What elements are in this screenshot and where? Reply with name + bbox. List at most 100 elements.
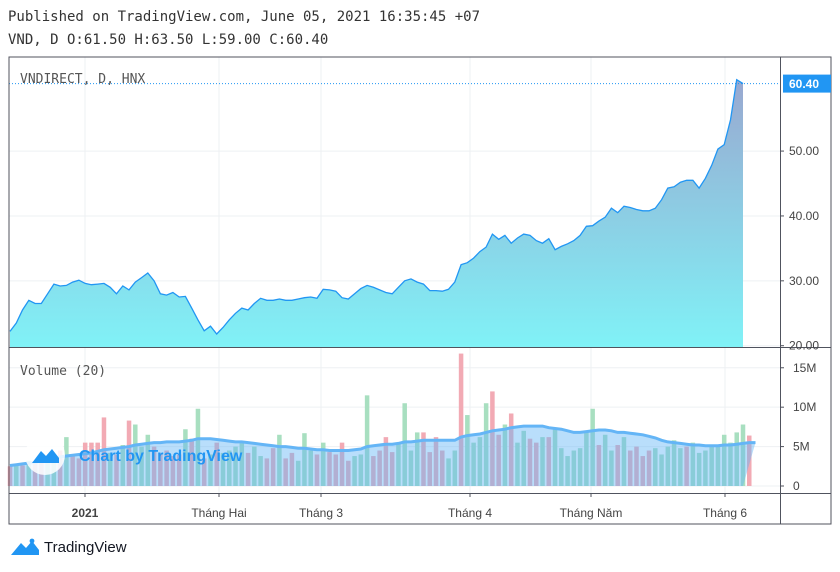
volume-bar [427, 452, 433, 486]
volume-bar [521, 430, 526, 486]
volume-bar [289, 452, 295, 486]
volume-bar [314, 454, 320, 486]
volume-bar [590, 408, 595, 486]
volume-bar [371, 456, 376, 486]
volume-bar [690, 442, 696, 486]
volume-bar [640, 456, 646, 486]
volume-bar [151, 446, 157, 486]
volume-bar [696, 452, 702, 486]
volume-bar [277, 434, 282, 486]
volume-bar [571, 450, 577, 486]
volume-bar [64, 437, 69, 486]
volume-bar [458, 353, 464, 486]
volume-bar [252, 446, 257, 486]
volume-bar [7, 466, 13, 486]
volume-bar [308, 450, 313, 486]
volume-bar [70, 454, 75, 486]
price-tick-label: 40.00 [789, 209, 819, 223]
volume-bar [26, 460, 32, 486]
volume-bar [559, 448, 564, 486]
volume-bar [596, 445, 602, 486]
price-volume-chart: 20.00 30.00 40.00 50.00 60.40 0 5M 10M 15M 2021 Th… [7, 56, 832, 525]
chart-title: VNDIRECT, D, HNX [20, 72, 145, 87]
volume-bar [14, 463, 19, 486]
volume-bar [82, 442, 88, 486]
volume-bar [126, 420, 132, 486]
volume-bar [584, 432, 589, 486]
volume-tick-label: 15M [793, 361, 816, 375]
volume-bar [703, 450, 708, 486]
volume-bar [414, 432, 420, 486]
volume-bar [164, 450, 169, 486]
volume-bar [333, 454, 339, 486]
volume-bar [264, 458, 270, 486]
volume-bar [433, 437, 439, 486]
volume-bar [120, 445, 126, 486]
volume-bar [32, 462, 38, 486]
price-line [9, 78, 744, 335]
volume-bar [170, 456, 176, 486]
volume-bar [139, 446, 144, 486]
volume-bar [665, 446, 671, 486]
volume-bar [715, 445, 721, 486]
volume-bar [465, 415, 470, 486]
volume-bar [302, 433, 307, 486]
volume-bar [233, 446, 238, 486]
volume-bar [728, 442, 733, 486]
ohlc-header: VND, D O:61.50 H:63.50 L:59.00 C:60.40 [8, 32, 329, 48]
volume-bar [646, 450, 652, 486]
volume-bar [133, 424, 138, 486]
volume-bar [20, 465, 25, 486]
volume-bar [346, 460, 351, 486]
chart-watermark: Chart by TradingView [25, 435, 243, 475]
volume-bar [546, 437, 552, 486]
volume-bar [245, 452, 251, 486]
volume-bar [515, 442, 520, 486]
volume-bar [195, 408, 201, 486]
time-tick-label: Tháng Hai [191, 506, 246, 520]
volume-bar [477, 437, 483, 486]
volume-bar [183, 429, 188, 486]
volume-bar [502, 424, 508, 486]
volume-bar [552, 428, 558, 486]
volume-bar [471, 442, 476, 486]
volume-bar [389, 452, 395, 486]
volume-ma-line [9, 424, 756, 467]
volume-bar [627, 450, 633, 486]
footer-brand-label: TradingView [44, 538, 127, 556]
volume-bar [508, 413, 514, 486]
volume-bar [634, 446, 639, 486]
time-tick-label: Tháng 6 [703, 506, 747, 520]
volume-bar [565, 456, 570, 486]
volume-bar [89, 442, 94, 486]
volume-title: Volume (20) [20, 364, 106, 379]
time-tick-label: Tháng 3 [299, 506, 343, 520]
volume-bar [490, 391, 495, 486]
volume-bar [653, 448, 658, 486]
volume-bar [671, 440, 677, 486]
volume-bar [107, 452, 113, 486]
volume-bar [258, 456, 263, 486]
volume-bar [678, 448, 683, 486]
volume-bar [57, 450, 63, 486]
volume-bar [446, 458, 451, 486]
volume-bar [621, 437, 627, 486]
volume-bar [534, 442, 539, 486]
volume-bar [227, 450, 232, 486]
volume-bar [201, 458, 207, 486]
chart-frame [8, 56, 832, 525]
volume-bar [496, 434, 501, 486]
volume-bar [659, 454, 664, 486]
volume-bar [383, 437, 389, 486]
volume-bar [145, 434, 151, 486]
watermark-logo-icon [32, 449, 59, 463]
price-area [10, 79, 743, 347]
volume-bar [283, 458, 288, 486]
volume-bar [176, 454, 182, 486]
price-tick-label: 50.00 [789, 144, 819, 158]
volume-tick-label: 0 [793, 479, 800, 493]
volume-tick-label: 10M [793, 400, 816, 414]
volume-bar [527, 438, 533, 486]
volume-bar [364, 395, 370, 486]
footer-brand[interactable]: TradingView [10, 538, 127, 556]
